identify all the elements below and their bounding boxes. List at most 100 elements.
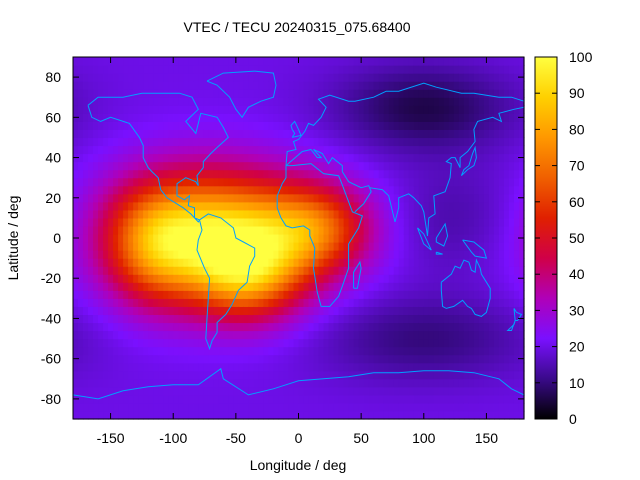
heatmap-cell (128, 57, 134, 66)
heatmap-cell (433, 193, 440, 203)
heatmap-cell (243, 242, 249, 251)
heatmap-cell (233, 386, 239, 396)
heatmap-cell (368, 402, 375, 412)
heatmap-cell (403, 378, 410, 388)
heatmap-cell (343, 57, 350, 66)
heatmap-cell (433, 338, 440, 348)
heatmap-cell (148, 209, 154, 219)
heatmap-cell (258, 137, 265, 147)
heatmap-cell (473, 258, 480, 267)
heatmap-cell (418, 258, 425, 267)
heatmap-cell (93, 57, 99, 66)
heatmap-cell (123, 65, 129, 74)
heatmap-cell (348, 282, 355, 291)
heatmap-cell (478, 137, 485, 147)
heatmap-cell (333, 217, 340, 227)
heatmap-cell (113, 137, 119, 147)
heatmap-cell (168, 378, 174, 388)
heatmap-cell (198, 201, 204, 211)
heatmap-cell (363, 306, 370, 316)
heatmap-cell (338, 137, 345, 147)
heatmap-cell (223, 266, 229, 275)
heatmap-cell (218, 185, 224, 195)
heatmap-cell (333, 378, 340, 388)
heatmap-cell (493, 89, 500, 98)
heatmap-cell (393, 105, 400, 114)
heatmap-cell (168, 282, 174, 291)
heatmap-cell (223, 193, 229, 203)
heatmap-cell (278, 346, 285, 356)
heatmap-cell (373, 410, 380, 420)
heatmap-cell (93, 242, 99, 251)
heatmap-cell (158, 233, 164, 243)
heatmap-cell (428, 137, 435, 147)
heatmap-cell (373, 266, 380, 275)
heatmap-cell (398, 402, 405, 412)
heatmap-cell (368, 217, 375, 227)
heatmap-cell (243, 169, 249, 179)
heatmap-cell (378, 57, 385, 66)
heatmap-cell (333, 73, 340, 82)
heatmap-cell (148, 394, 154, 404)
heatmap-cell (213, 306, 219, 316)
heatmap-cell (218, 217, 224, 227)
heatmap-cell (258, 73, 265, 82)
heatmap-cell (118, 89, 124, 98)
heatmap-cell (158, 346, 164, 356)
heatmap-cell (268, 250, 275, 259)
heatmap-cell (333, 258, 340, 267)
heatmap-cell (173, 177, 179, 187)
heatmap-cell (458, 73, 465, 82)
heatmap-cell (228, 394, 234, 404)
heatmap-cell (483, 233, 490, 243)
heatmap-cell (203, 378, 209, 388)
heatmap-cell (323, 394, 330, 404)
heatmap-cell (348, 346, 355, 356)
heatmap-cell (333, 410, 340, 420)
heatmap-cell (288, 145, 295, 155)
heatmap-cell (268, 274, 275, 283)
heatmap-cell (298, 81, 305, 90)
heatmap-cell (243, 217, 249, 227)
heatmap-cell (83, 322, 89, 332)
heatmap-cell (418, 169, 425, 179)
heatmap-cell (233, 250, 239, 259)
heatmap-cell (238, 290, 244, 299)
heatmap-cell (323, 410, 330, 420)
heatmap-cell (318, 169, 325, 179)
heatmap-cell (498, 330, 505, 340)
heatmap-cell (98, 201, 104, 211)
heatmap-cell (98, 370, 104, 380)
heatmap-cell (93, 386, 99, 396)
heatmap-cell (118, 145, 124, 155)
heatmap-cell (218, 266, 224, 275)
heatmap-cell (158, 290, 164, 299)
heatmap-cell (453, 121, 460, 130)
heatmap-cell (273, 73, 280, 82)
heatmap-cell (163, 65, 169, 74)
heatmap-cell (338, 161, 345, 171)
heatmap-cell (293, 201, 300, 211)
heatmap-cell (358, 266, 365, 275)
heatmap-cell (173, 258, 179, 267)
heatmap-cell (278, 258, 285, 267)
heatmap-cell (403, 129, 410, 139)
heatmap-cell (458, 378, 465, 388)
heatmap-cell (438, 137, 445, 147)
heatmap-cell (83, 105, 89, 114)
heatmap-cell (273, 410, 280, 420)
heatmap-cell (228, 402, 234, 412)
heatmap-cell (468, 193, 475, 203)
heatmap-cell (408, 394, 415, 404)
heatmap-cell (428, 65, 435, 74)
heatmap-cell (213, 113, 219, 122)
heatmap-cell (293, 97, 300, 106)
heatmap-cell (278, 121, 285, 130)
heatmap-cell (293, 322, 300, 332)
heatmap-cell (283, 217, 290, 227)
heatmap-cell (143, 169, 149, 179)
heatmap-cell (383, 242, 390, 251)
heatmap-cell (328, 89, 335, 98)
heatmap-cell (478, 338, 485, 348)
heatmap-cell (493, 193, 500, 203)
